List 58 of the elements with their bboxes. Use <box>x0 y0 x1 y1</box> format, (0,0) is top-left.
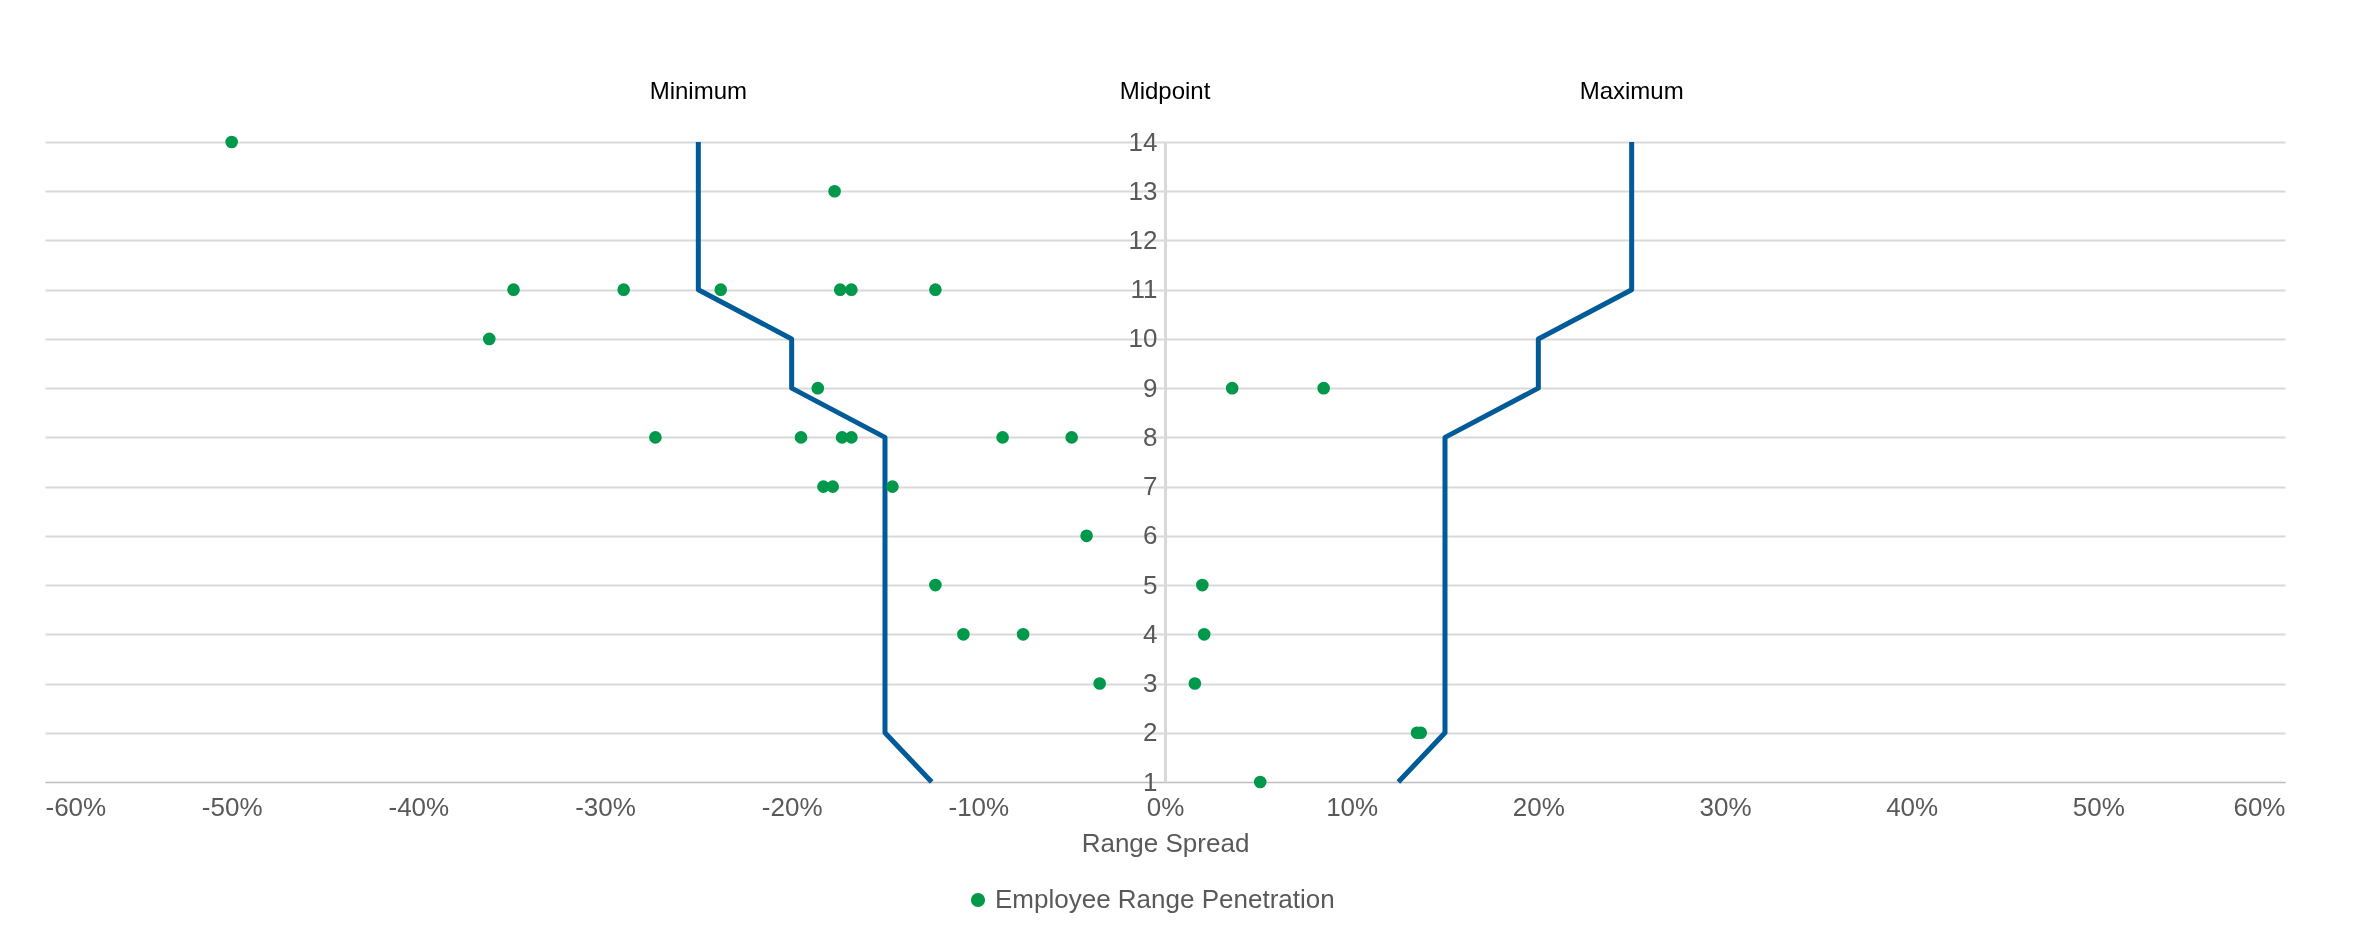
x-tick-label: 40% <box>1886 791 1939 822</box>
point <box>714 283 728 296</box>
point <box>1065 431 1078 444</box>
point <box>617 283 630 296</box>
y-tick-label: 11 <box>1130 274 1158 305</box>
x-tick-label: -10% <box>948 791 1010 822</box>
point <box>1016 628 1030 641</box>
y-tick-label: 12 <box>1128 224 1158 255</box>
point <box>929 283 942 296</box>
y-tick-label: 5 <box>1143 569 1158 600</box>
point <box>507 283 520 296</box>
point <box>828 184 841 198</box>
x-tick-label: 60% <box>2233 791 2286 822</box>
point <box>845 283 858 296</box>
point <box>845 431 858 444</box>
y-tick-label: 3 <box>1143 668 1158 699</box>
text: Midpoint <box>1119 77 1211 104</box>
x-tick-label: 20% <box>1512 791 1565 822</box>
point <box>833 283 847 296</box>
point <box>1225 381 1239 395</box>
x-tick-label: 30% <box>1699 791 1752 822</box>
point <box>225 135 238 149</box>
x-tick-label: -30% <box>575 791 636 822</box>
point <box>1093 677 1106 690</box>
y-tick-label: 13 <box>1128 175 1158 206</box>
y-tick-label: 10 <box>1128 323 1158 354</box>
x-tick-label: -40% <box>388 791 450 822</box>
y-tick-label: 14 <box>1128 126 1158 157</box>
point <box>1253 775 1267 789</box>
point <box>1188 677 1202 690</box>
point <box>826 480 840 493</box>
point <box>957 628 970 641</box>
y-tick-label: 8 <box>1143 421 1158 452</box>
point <box>1197 628 1211 641</box>
point <box>1080 529 1093 543</box>
point <box>1317 381 1330 395</box>
legend-label: Employee Range Penetration <box>995 884 1335 914</box>
x-tick-label: -20% <box>761 791 823 822</box>
x-tick-label: -50% <box>201 791 263 822</box>
point <box>996 431 1009 444</box>
y-tick-label: 4 <box>1143 618 1158 649</box>
point <box>886 480 899 493</box>
text: Maximum <box>1579 77 1684 104</box>
point <box>811 381 825 395</box>
x-tick-label: 10% <box>1326 791 1379 822</box>
point <box>929 578 942 592</box>
y-tick-label: 7 <box>1143 471 1158 502</box>
x-tick-label: 50% <box>2072 791 2125 822</box>
point <box>482 332 496 346</box>
y-tick-label: 2 <box>1143 717 1158 748</box>
y-tick-label: 9 <box>1143 372 1158 403</box>
text: Minimum <box>649 77 748 104</box>
point <box>1196 578 1209 592</box>
point <box>649 431 662 444</box>
point <box>794 431 808 444</box>
y-tick-label: 6 <box>1143 520 1158 551</box>
x-tick-label: -60% <box>45 791 107 822</box>
x-axis-title: Range Spread <box>1081 827 1250 858</box>
